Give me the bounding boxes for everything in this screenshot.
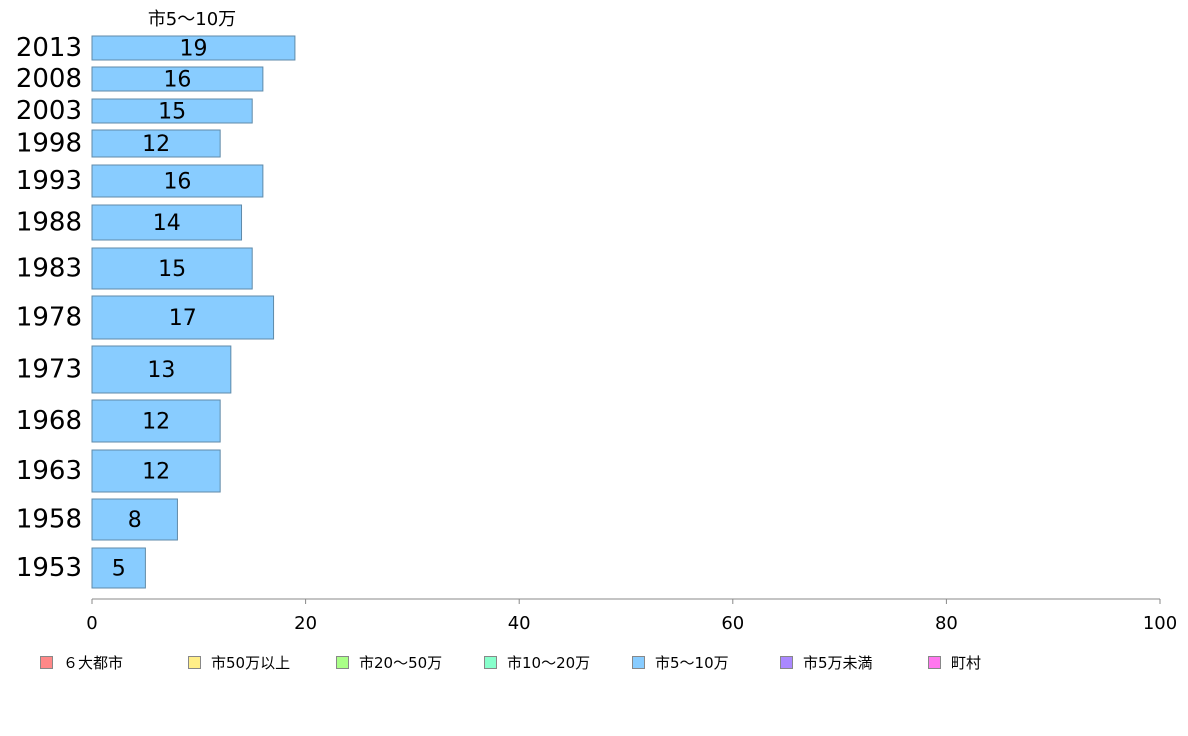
legend-label: 市20〜50万	[359, 654, 443, 672]
year-label: 1998	[16, 129, 82, 159]
legend-swatch	[928, 656, 941, 669]
legend-item: 市10〜20万	[484, 652, 632, 673]
legend-swatch	[336, 656, 349, 669]
legend-item: 市50万以上	[188, 652, 336, 673]
bar-value-label: 8	[128, 508, 142, 533]
bar-value-label: 15	[158, 100, 186, 125]
bar	[91, 399, 221, 443]
bar-value-label: 19	[179, 37, 207, 62]
bar-value-label: 12	[142, 460, 170, 485]
year-label: 1958	[16, 505, 82, 535]
year-label: 2003	[16, 96, 82, 126]
bar	[91, 247, 253, 290]
x-tick-label: 40	[508, 613, 531, 634]
bar-value-label: 12	[142, 132, 170, 157]
x-tick-label: 0	[86, 613, 97, 634]
bar	[91, 129, 221, 158]
x-tick-label: 100	[1143, 613, 1177, 634]
legend-swatch	[188, 656, 201, 669]
x-tick-label: 80	[935, 613, 958, 634]
bars-group: 2013 19 2008 16 2003 15 1998 12 1993 16 1988 14 1983…	[16, 33, 296, 589]
bar	[91, 66, 264, 92]
legend-swatch	[780, 656, 793, 669]
legend-label: 市5万未満	[803, 654, 873, 672]
legend-item: 町村	[928, 652, 1018, 673]
legend-label: 市10〜20万	[507, 654, 591, 672]
bar-value-label: 16	[163, 170, 191, 195]
bar	[91, 449, 221, 493]
x-tick-label: 20	[294, 613, 317, 634]
year-label: 1953	[16, 553, 82, 583]
legend-label: 町村	[951, 654, 982, 672]
bar-value-label: 13	[147, 358, 175, 383]
bar-value-label: 5	[112, 557, 126, 582]
legend-item: 市5〜10万	[632, 652, 780, 673]
bar	[91, 204, 243, 241]
legend-item: 市20〜50万	[336, 652, 484, 673]
year-label: 2013	[16, 33, 82, 63]
bar	[91, 345, 232, 394]
bar	[91, 295, 275, 340]
legend-label: 市5〜10万	[655, 654, 729, 672]
legend-swatch	[40, 656, 53, 669]
year-label: 1993	[16, 166, 82, 196]
bar	[91, 98, 253, 124]
bar-value-label: 16	[163, 68, 191, 93]
bar-value-label: 12	[142, 410, 170, 435]
legend: ６大都市 市50万以上 市20〜50万 市10〜20万 市5〜10万 市5万未満 町村	[40, 652, 1018, 673]
bar	[91, 164, 264, 198]
year-label: 1968	[16, 406, 82, 436]
legend-swatch	[632, 656, 645, 669]
series-title: 市5〜10万	[148, 9, 236, 30]
bar	[91, 35, 296, 61]
legend-item: ６大都市	[40, 652, 188, 673]
year-label: 1988	[16, 208, 82, 238]
bar-value-label: 17	[169, 306, 197, 331]
x-axis: 0 20 40 60 80 100	[86, 598, 1177, 634]
year-label: 1963	[16, 456, 82, 486]
bar	[91, 547, 146, 589]
legend-item: 市5万未満	[780, 652, 928, 673]
bar	[91, 498, 178, 541]
legend-label: ６大都市	[63, 654, 124, 672]
year-label: 2008	[16, 64, 82, 94]
year-label: 1978	[16, 303, 82, 333]
year-label: 1983	[16, 254, 82, 284]
bar-value-label: 15	[158, 257, 186, 282]
year-label: 1973	[16, 355, 82, 385]
bar-value-label: 14	[153, 211, 181, 236]
legend-label: 市50万以上	[211, 654, 291, 672]
legend-swatch	[484, 656, 497, 669]
x-tick-label: 60	[721, 613, 744, 634]
